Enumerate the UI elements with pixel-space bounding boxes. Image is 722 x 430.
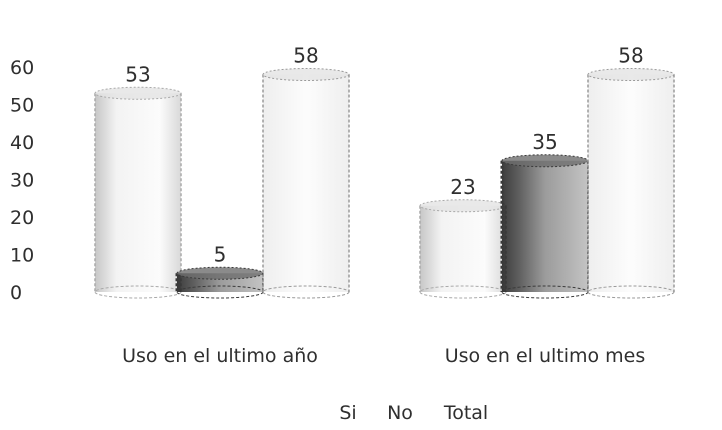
bar-cap (419, 199, 507, 213)
bar-si-1 (94, 86, 182, 299)
data-label-si-2: 23 (450, 175, 475, 199)
legend-item-total: Total (443, 402, 488, 424)
y-tick-label: 60 (10, 57, 34, 79)
y-tick-label: 40 (10, 132, 34, 154)
bar-cap (262, 68, 350, 81)
y-axis: 0 10 20 30 40 50 60 (10, 57, 34, 304)
bar-base (587, 285, 675, 299)
bar-no-2 (500, 154, 589, 299)
data-label-no-2: 35 (532, 130, 557, 154)
bar-body (95, 93, 181, 292)
bar-cap (501, 154, 589, 168)
bar-body (588, 74, 674, 292)
data-label-no-1: 5 (214, 242, 227, 266)
bar-cap (94, 86, 182, 100)
data-labels-layer: 53 5 58 23 35 58 (125, 44, 643, 267)
legend: Si No Total (339, 402, 488, 424)
legend-item-si: Si (339, 402, 356, 424)
x-axis: Uso en el ultimo año Uso en el ultimo mes (122, 345, 645, 367)
y-tick-label: 50 (10, 95, 34, 117)
bar-cap (587, 68, 675, 81)
bar-no-1 (175, 266, 264, 299)
y-tick-label: 20 (10, 207, 34, 229)
bar-body (420, 205, 506, 292)
data-label-si-1: 53 (125, 62, 150, 86)
bar-body (502, 160, 588, 292)
y-tick-label: 30 (10, 170, 34, 192)
y-tick-label: 0 (10, 282, 22, 304)
legend-item-no: No (387, 402, 413, 424)
bar-base (262, 285, 350, 299)
bar-si-2 (419, 199, 507, 299)
bar-body (263, 74, 349, 292)
data-label-total-1: 58 (293, 44, 318, 68)
x-category-label: Uso en el ultimo mes (445, 345, 646, 367)
bars-layer (94, 68, 675, 299)
bar-total-2 (587, 68, 675, 299)
bar-total-1 (262, 68, 350, 299)
y-tick-label: 10 (10, 245, 34, 267)
bar-cap (176, 266, 264, 280)
x-category-label: Uso en el ultimo año (122, 345, 318, 367)
data-label-total-2: 58 (618, 44, 643, 68)
